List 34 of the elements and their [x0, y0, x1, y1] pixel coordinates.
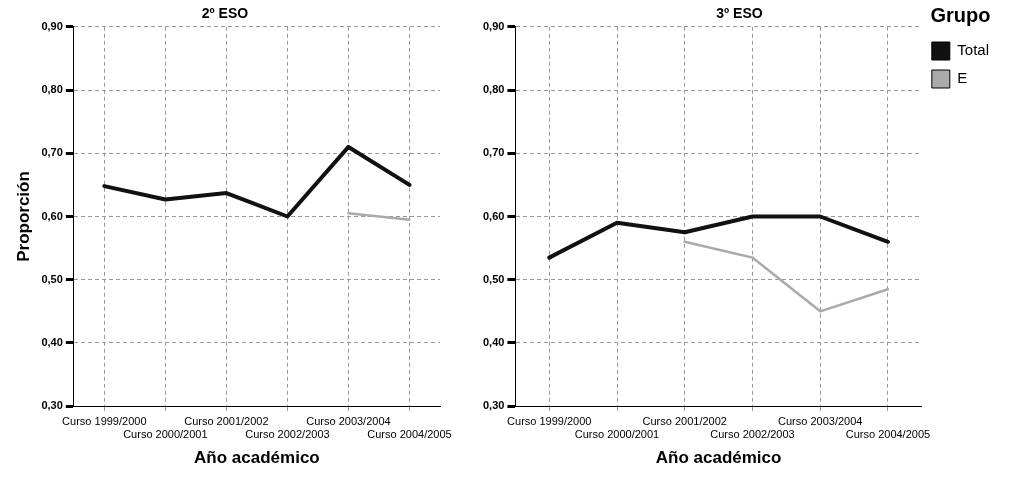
x-tick-label: Curso 2001/2002 [184, 414, 269, 427]
legend-title: Grupo [930, 3, 991, 26]
x-tick-label: Curso 1999/2000 [507, 414, 592, 427]
x-tick-label: Curso 2003/2004 [306, 414, 391, 427]
y-tick-label: 0,60 [482, 209, 505, 222]
legend-label: Total [957, 41, 989, 59]
y-tick-label: 0,50 [41, 272, 63, 285]
chart-title: 2º ESO [201, 5, 249, 22]
x-tick-label: Curso 2001/2002 [642, 414, 727, 427]
x-tick-label: Curso 2000/2001 [123, 428, 208, 441]
x-tick-label: Curso 2003/2004 [778, 414, 863, 427]
x-tick-label: Curso 2004/2005 [367, 428, 452, 441]
x-tick-label: Curso 2002/2003 [710, 428, 795, 441]
x-tick-label: Curso 2002/2003 [245, 428, 330, 441]
y-tick-label: 0,90 [41, 19, 63, 32]
y-tick-label: 0,30 [41, 399, 63, 412]
x-tick-label: Curso 1999/2000 [62, 414, 147, 427]
y-tick-label: 0,80 [41, 83, 63, 96]
y-tick-label: 0,80 [482, 83, 505, 96]
y-tick-label: 0,90 [482, 19, 505, 32]
x-axis-title: Año académico [655, 448, 782, 468]
x-tick-label: Curso 2000/2001 [574, 428, 660, 441]
x-axis-title: Año académico [194, 448, 320, 468]
y-tick-label: 0,70 [482, 146, 505, 159]
y-tick-label: 0,40 [482, 336, 505, 348]
chart-title: 3º ESO [716, 5, 763, 22]
legend-label: E [957, 69, 968, 87]
y-tick-label: 0,60 [41, 209, 63, 222]
y-tick-label: 0,70 [41, 146, 63, 159]
y-tick-label: 0,50 [482, 272, 505, 285]
y-axis-title: Proporción [13, 171, 33, 262]
y-tick-label: 0,30 [482, 399, 505, 412]
y-tick-label: 0,40 [41, 336, 63, 348]
x-tick-label: Curso 2004/2005 [845, 428, 931, 441]
